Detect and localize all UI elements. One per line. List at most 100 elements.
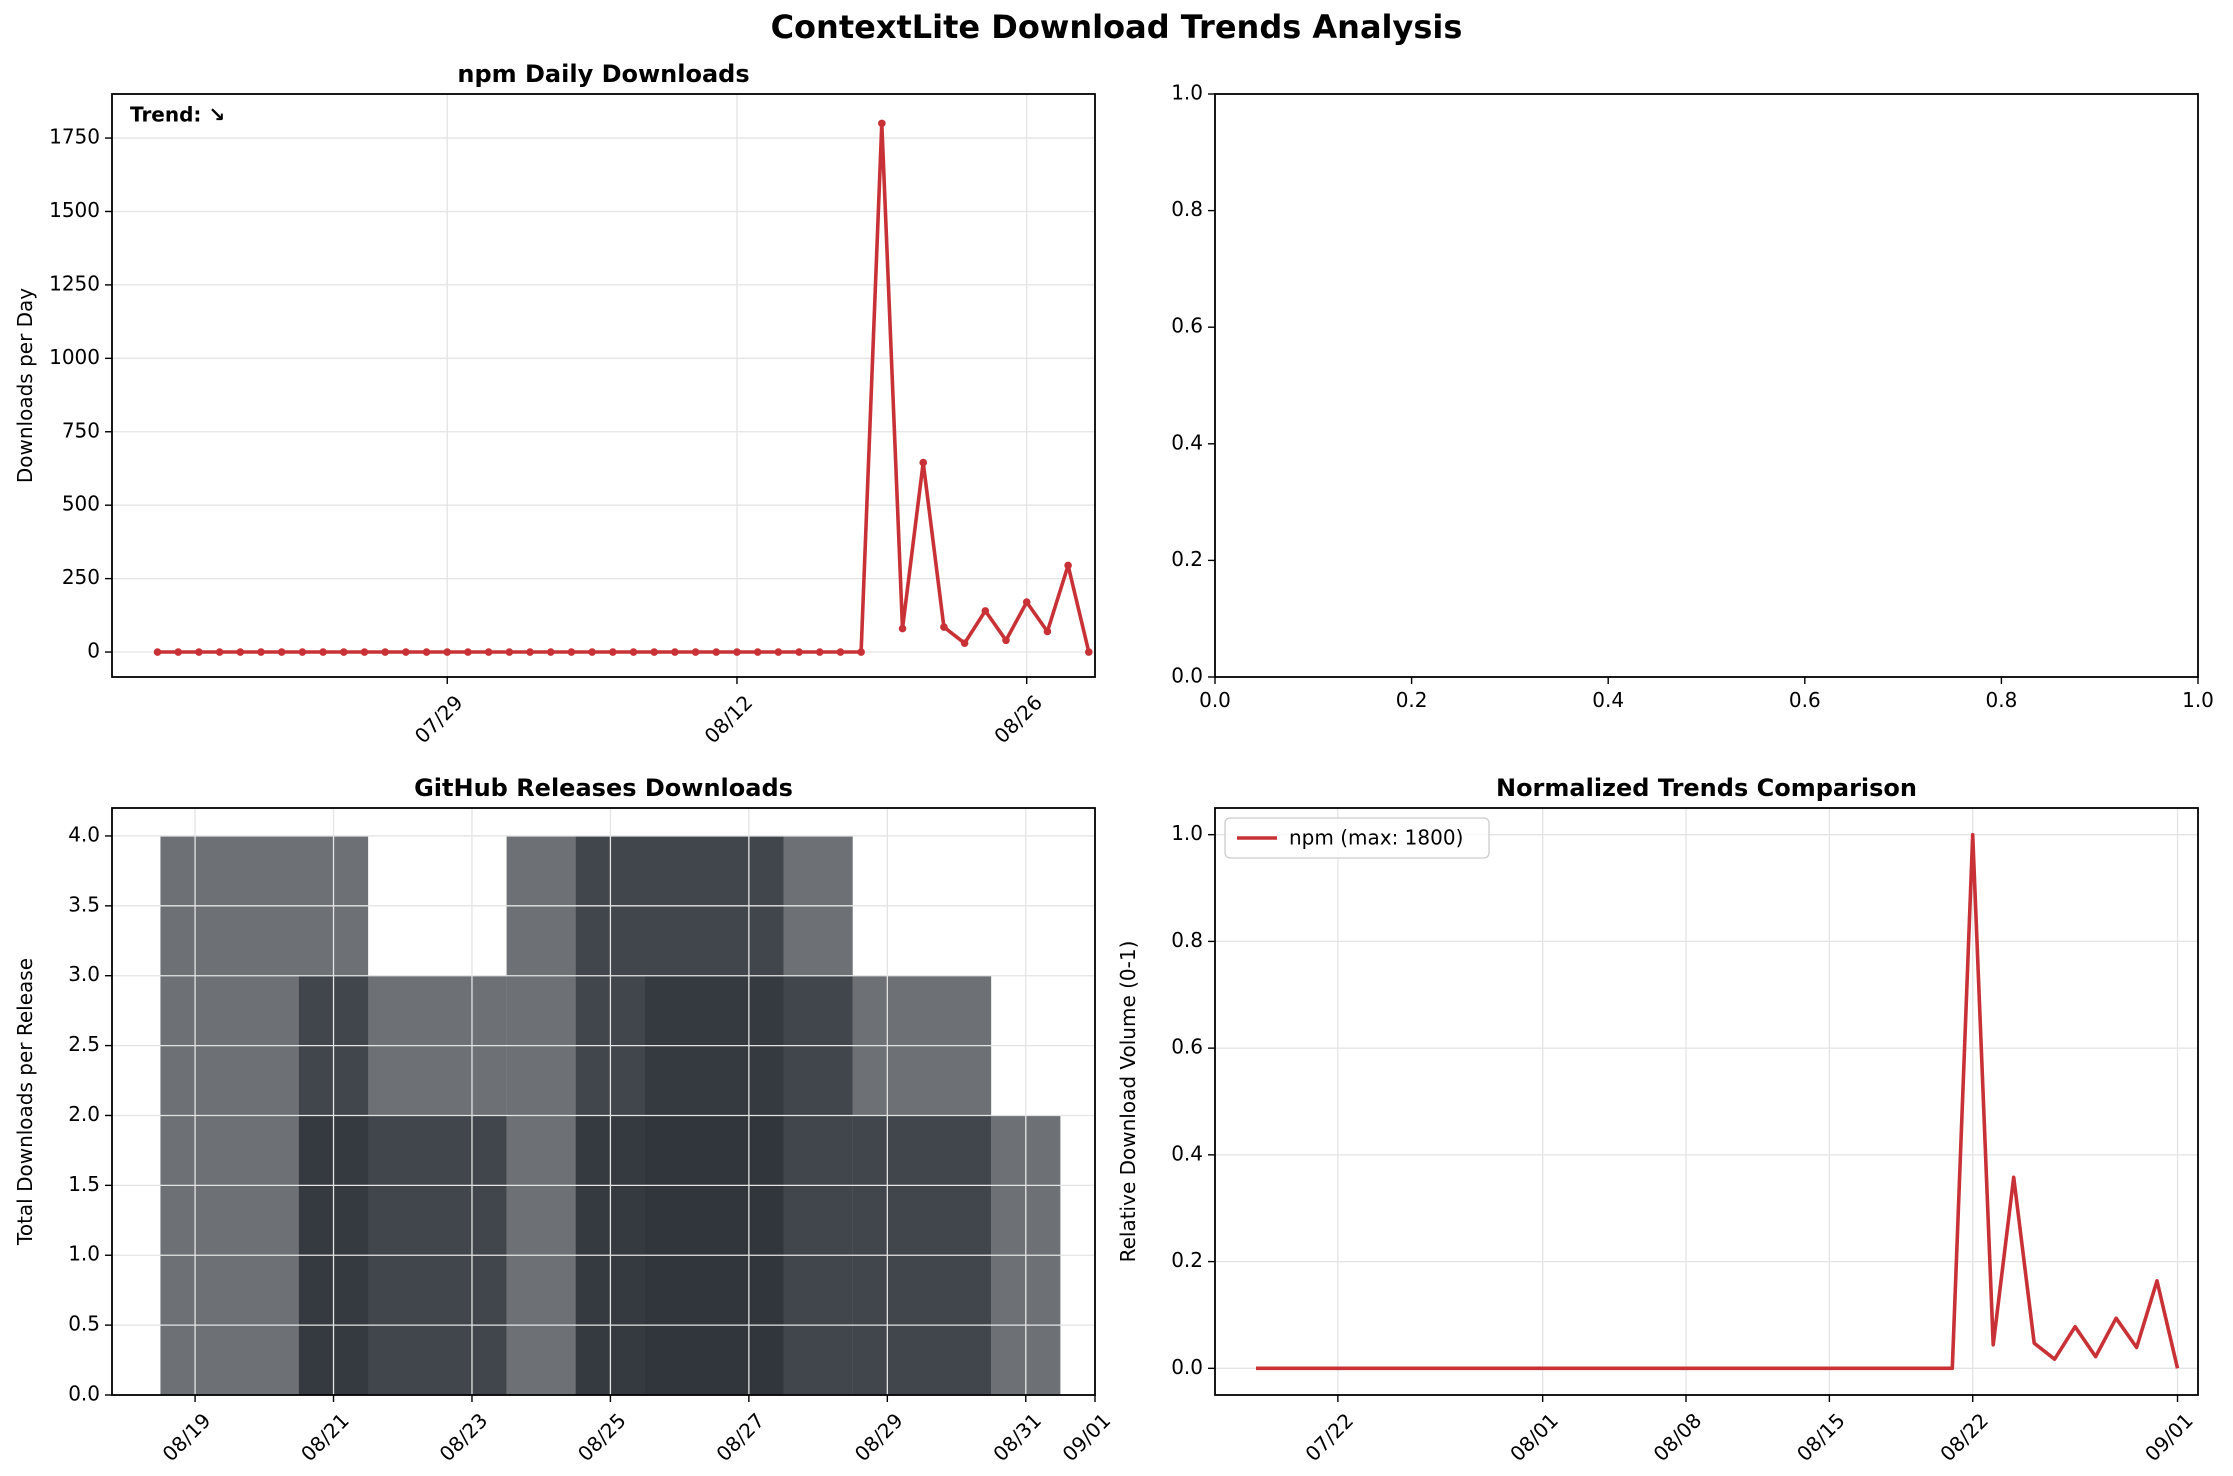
github-xtick-label: 09/01 [1058, 1408, 1116, 1466]
npm-ytick-label: 1750 [49, 125, 100, 149]
normalized-xtick-label: 08/01 [1505, 1408, 1563, 1466]
npm-data-point [546, 648, 555, 656]
github-ytick-label: 2.0 [68, 1102, 100, 1126]
github-ytick-label: 3.0 [68, 962, 100, 986]
npm-ylabel: Downloads per Day [13, 288, 37, 483]
empty-ytick-label: 0.0 [1171, 664, 1203, 688]
npm-data-point [153, 648, 162, 656]
empty-ytick-label: 0.2 [1171, 547, 1203, 571]
empty-xtick-label: 1.0 [2182, 688, 2214, 712]
npm-data-point [960, 639, 969, 648]
empty-xtick-label: 0.6 [1789, 688, 1821, 712]
github-frame [111, 807, 1096, 1396]
github-ytick-label: 1.0 [68, 1242, 100, 1266]
npm-data-point [1002, 636, 1010, 645]
npm-data-point [753, 648, 762, 656]
npm-data-point [629, 648, 638, 656]
figure-title: ContextLite Download Trends Analysis [770, 8, 1463, 46]
empty-xtick-label: 0.8 [1985, 688, 2017, 712]
npm-data-point [215, 648, 224, 656]
npm-data-point [360, 648, 369, 656]
npm-ytick-label: 500 [62, 492, 100, 516]
normalized-frame [1214, 807, 2199, 1396]
empty-xtick-label: 0.0 [1199, 688, 1231, 712]
npm-data-point [402, 648, 410, 656]
npm-series-line [157, 121, 1091, 654]
npm-data-point [981, 607, 990, 615]
normalized-ytick-label: 0.0 [1171, 1355, 1203, 1379]
npm-data-point [257, 648, 265, 656]
npm-data-point [422, 648, 431, 656]
empty-xtick-label: 0.2 [1396, 688, 1428, 712]
normalized-xtick-label: 09/01 [2140, 1408, 2198, 1466]
empty-frame [1214, 93, 2199, 678]
npm-data-point [836, 648, 845, 656]
npm-data-point [712, 648, 721, 656]
npm-data-point [484, 648, 493, 656]
normalized-ytick-label: 0.6 [1171, 1035, 1203, 1059]
normalized-legend [1224, 817, 1490, 859]
normalized-xtick-label: 08/08 [1649, 1408, 1707, 1466]
npm-data-point [567, 648, 576, 656]
normalized-legend-label: npm (max: 1800) [1289, 826, 1463, 850]
npm-ytick-label: 1000 [49, 345, 100, 369]
github-xtick-label: 08/25 [573, 1408, 631, 1466]
npm-data-point [298, 648, 307, 656]
github-xtick-label: 08/21 [296, 1408, 354, 1466]
npm-data-point [1064, 561, 1072, 570]
npm-data-point [1022, 598, 1031, 606]
github-xtick-label: 08/19 [158, 1408, 216, 1466]
npm-data-point [195, 648, 203, 656]
npm-data-point [319, 648, 327, 656]
npm-data-point [898, 624, 907, 633]
npm-data-point [733, 648, 741, 656]
normalized-series-line [1256, 832, 2180, 1371]
npm-ytick-label: 0 [87, 639, 100, 663]
npm-data-point [381, 648, 389, 656]
github-xtick-label: 08/29 [850, 1408, 908, 1466]
npm-ytick-label: 1500 [49, 198, 100, 222]
github-xtick-label: 08/23 [435, 1408, 493, 1466]
npm-data-point [878, 119, 886, 128]
empty-xtick-label: 0.4 [1592, 688, 1624, 712]
npm-title: npm Daily Downloads [457, 60, 749, 88]
npm-data-point [650, 648, 659, 656]
normalized-ylabel: Relative Download Volume (0-1) [1116, 941, 1140, 1263]
normalized-xtick-label: 08/15 [1792, 1408, 1850, 1466]
npm-xtick-label: 07/29 [410, 690, 468, 748]
npm-data-point [505, 648, 514, 656]
npm-data-point [671, 648, 679, 656]
github-ytick-label: 3.5 [68, 892, 100, 916]
npm-data-point [339, 648, 348, 656]
npm-data-point [464, 648, 472, 656]
npm-data-point [236, 648, 245, 656]
github-xtick-label: 08/27 [711, 1408, 769, 1466]
npm-data-point [1043, 627, 1052, 636]
npm-data-point [815, 648, 824, 656]
npm-data-point [609, 648, 617, 656]
npm-data-point [774, 648, 783, 656]
empty-ytick-label: 0.8 [1171, 197, 1203, 221]
npm-data-point [277, 648, 286, 656]
empty-ytick-label: 1.0 [1171, 81, 1203, 105]
npm-data-point [691, 648, 700, 656]
normalized-ytick-label: 0.8 [1171, 928, 1203, 952]
github-ytick-label: 2.5 [68, 1032, 100, 1056]
github-ytick-label: 1.5 [68, 1172, 100, 1196]
github-ytick-label: 0.0 [68, 1382, 100, 1406]
github-ytick-label: 4.0 [68, 822, 100, 846]
npm-data-point [1084, 648, 1093, 656]
npm-data-point [795, 648, 803, 656]
npm-ytick-label: 1250 [49, 271, 100, 295]
npm-ytick-label: 250 [62, 565, 100, 589]
normalized-xtick-label: 08/22 [1935, 1408, 1993, 1466]
normalized-xtick-label: 07/22 [1300, 1408, 1358, 1466]
npm-data-point [919, 458, 928, 467]
normalized-ytick-label: 0.4 [1171, 1141, 1203, 1165]
empty-ytick-label: 0.6 [1171, 314, 1203, 338]
empty-ytick-label: 0.4 [1171, 430, 1203, 454]
github-title: GitHub Releases Downloads [414, 774, 793, 802]
github-ylabel: Total Downloads per Release [13, 958, 37, 1246]
normalized-ytick-label: 0.2 [1171, 1248, 1203, 1272]
